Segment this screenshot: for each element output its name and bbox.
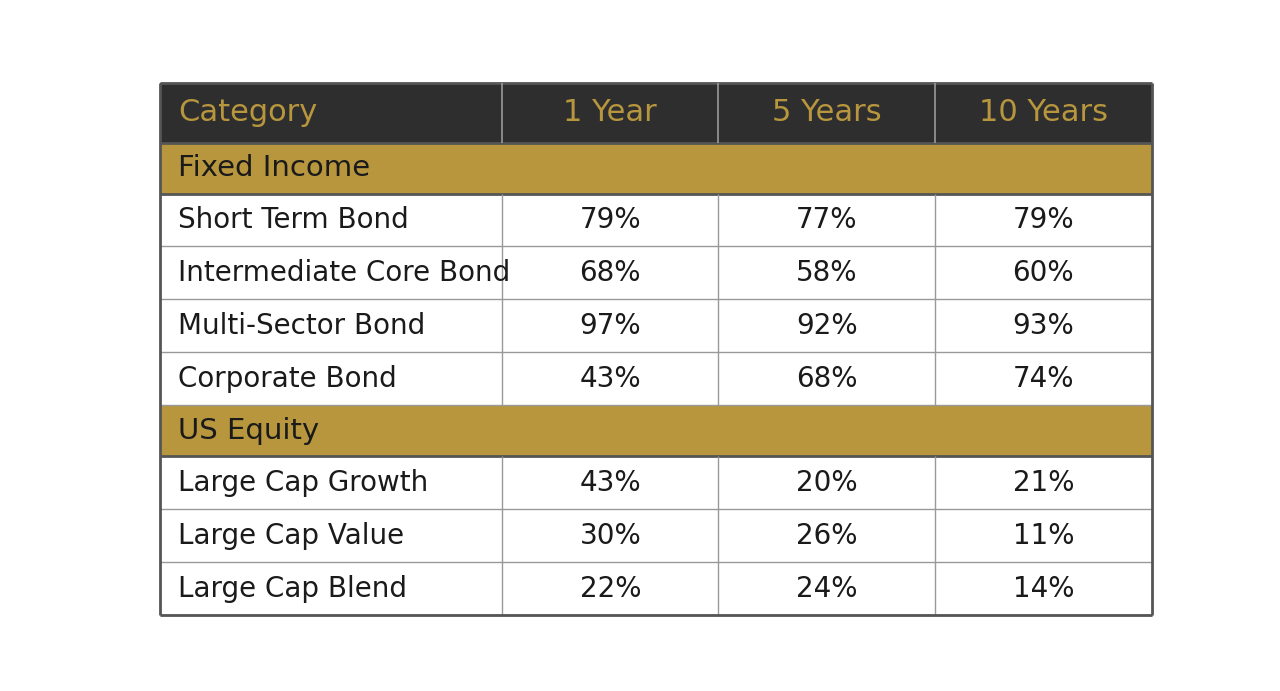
- Text: Fixed Income: Fixed Income: [178, 154, 370, 182]
- Text: Intermediate Core Bond: Intermediate Core Bond: [178, 259, 511, 287]
- Text: Short Term Bond: Short Term Bond: [178, 206, 408, 234]
- Bar: [160, 509, 1152, 562]
- Text: 74%: 74%: [1012, 365, 1074, 392]
- Text: 22%: 22%: [580, 574, 641, 603]
- Text: Large Cap Growth: Large Cap Growth: [178, 468, 428, 497]
- Text: 21%: 21%: [1012, 468, 1074, 497]
- Text: 1 Year: 1 Year: [563, 98, 657, 127]
- Text: 20%: 20%: [796, 468, 858, 497]
- Text: US Equity: US Equity: [178, 417, 319, 445]
- Text: 43%: 43%: [580, 468, 641, 497]
- Bar: [160, 456, 1152, 509]
- Text: 79%: 79%: [580, 206, 641, 234]
- Text: 43%: 43%: [580, 365, 641, 392]
- Text: 77%: 77%: [796, 206, 858, 234]
- Text: 92%: 92%: [796, 312, 858, 340]
- Text: 26%: 26%: [796, 522, 858, 549]
- Text: Multi-Sector Bond: Multi-Sector Bond: [178, 312, 425, 340]
- Bar: [160, 299, 1152, 352]
- Bar: [160, 193, 1152, 247]
- Text: 93%: 93%: [1012, 312, 1074, 340]
- Text: 68%: 68%: [580, 259, 641, 287]
- Text: Category: Category: [178, 98, 317, 127]
- Text: 58%: 58%: [796, 259, 858, 287]
- Text: Large Cap Value: Large Cap Value: [178, 522, 404, 549]
- Text: 79%: 79%: [1012, 206, 1074, 234]
- Text: Large Cap Blend: Large Cap Blend: [178, 574, 407, 603]
- Bar: [160, 405, 1152, 456]
- Text: 30%: 30%: [580, 522, 641, 549]
- Text: 5 Years: 5 Years: [772, 98, 882, 127]
- Text: 10 Years: 10 Years: [979, 98, 1108, 127]
- Bar: [160, 142, 1152, 193]
- Bar: [160, 562, 1152, 615]
- Text: 68%: 68%: [796, 365, 858, 392]
- Bar: [160, 352, 1152, 405]
- Text: 14%: 14%: [1012, 574, 1074, 603]
- Text: 11%: 11%: [1012, 522, 1074, 549]
- Bar: [160, 83, 1152, 142]
- Bar: [160, 247, 1152, 299]
- Text: 24%: 24%: [796, 574, 858, 603]
- Text: 97%: 97%: [580, 312, 641, 340]
- Text: Corporate Bond: Corporate Bond: [178, 365, 397, 392]
- Text: 60%: 60%: [1012, 259, 1074, 287]
